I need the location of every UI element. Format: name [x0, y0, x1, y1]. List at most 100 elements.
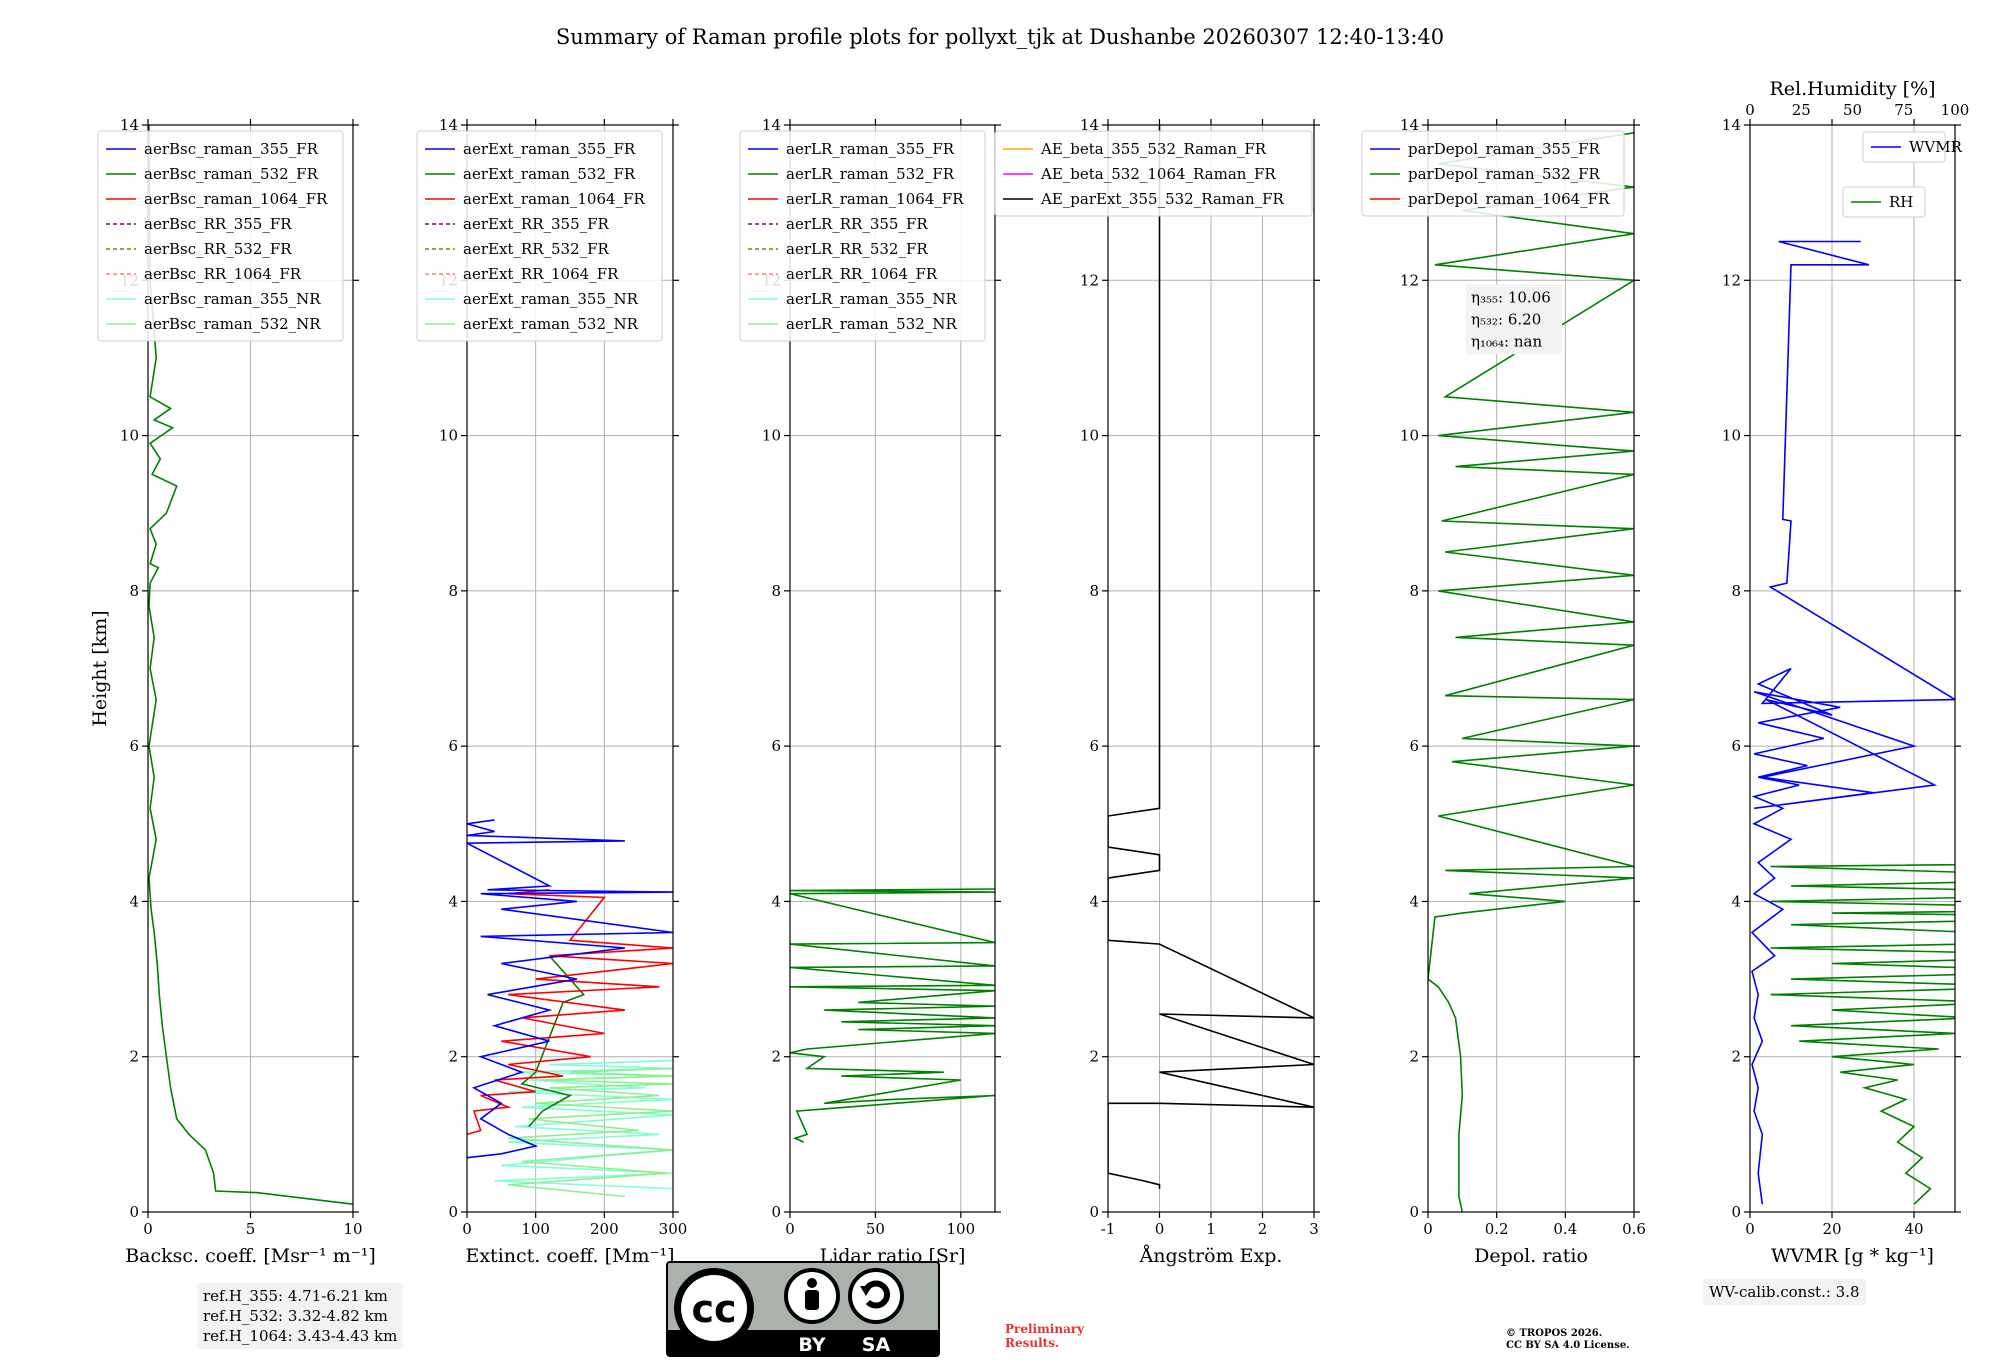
legend-label: aerLR_raman_355_FR: [786, 140, 955, 158]
x2-tick-label: 75: [1894, 101, 1913, 119]
copyright-line-1: © TROPOS 2026.: [1506, 1328, 1603, 1339]
cc-logo-text: cc: [691, 1287, 736, 1331]
legend-label: aerExt_raman_355_FR: [463, 140, 636, 158]
legend-label: parDepol_raman_1064_FR: [1408, 190, 1610, 208]
legend-label: aerExt_RR_355_FR: [463, 215, 610, 233]
y-tick-label: 10: [439, 427, 458, 445]
series-line-aerExt_raman_355_FR: [467, 819, 673, 1159]
series-group: [148, 125, 353, 1205]
legend-frame: [416, 130, 663, 342]
x-axis-label: Backsc. coeff. [Msr⁻¹ m⁻¹]: [125, 1245, 376, 1267]
eta-annotation-line: η₅₃₂: 6.20: [1471, 310, 1541, 328]
legend-label: parDepol_raman_355_FR: [1408, 140, 1601, 158]
x-tick-label: 2: [1258, 1220, 1268, 1238]
legend-label: aerExt_RR_1064_FR: [463, 265, 619, 283]
y-tick-label: 4: [129, 892, 139, 910]
figure-title: Summary of Raman profile plots for polly…: [556, 25, 1444, 49]
y-tick-label: 6: [1409, 737, 1419, 755]
y-tick-label: 0: [129, 1203, 139, 1221]
series-group: [467, 819, 673, 1198]
y-tick-label: 2: [129, 1048, 139, 1066]
legend-label: aerLR_raman_1064_FR: [786, 190, 964, 208]
series-line-aerExt_raman_532_NR: [508, 1067, 673, 1198]
x-tick-label: 0: [143, 1220, 153, 1238]
series-line-parDepol_raman_532_FR: [1428, 132, 1634, 1212]
legend-label: aerBsc_RR_1064_FR: [144, 265, 302, 283]
x-tick-label: 100: [521, 1220, 550, 1238]
axes-frame: [1749, 124, 1956, 1213]
y-tick-label: 2: [448, 1048, 458, 1066]
series-group: [790, 888, 995, 1143]
axes-frame: [789, 124, 996, 1213]
y-tick-label: 4: [448, 892, 458, 910]
legend-label: aerExt_raman_532_FR: [463, 165, 636, 183]
series-line-aerExt_raman_355_NR: [494, 1059, 673, 1190]
y-tick-label: 2: [1409, 1048, 1419, 1066]
x-tick-label: 3: [1309, 1220, 1319, 1238]
legend-frame: [994, 130, 1313, 217]
x-tick-label: 0: [1745, 1220, 1755, 1238]
y-tick-label: 2: [1089, 1048, 1099, 1066]
legend-box-RH: RH: [1842, 186, 1926, 218]
y-tick-label: 6: [448, 737, 458, 755]
x-tick-label: 0: [1423, 1220, 1433, 1238]
x2-tick-label: 0: [1745, 101, 1755, 119]
ref-height-1064: ref.H_1064: 3.43-4.43 km: [203, 1327, 398, 1345]
legend-label: parDepol_raman_532_FR: [1408, 165, 1601, 183]
y-tick-label: 14: [1400, 116, 1419, 134]
x-tick-label: 0.4: [1553, 1220, 1577, 1238]
legend-label: aerLR_raman_532_FR: [786, 165, 955, 183]
y-tick-label: 14: [1722, 116, 1741, 134]
y-tick-label: 14: [439, 116, 458, 134]
y-tick-label: 6: [1731, 737, 1741, 755]
x-tick-label: 200: [590, 1220, 619, 1238]
eta-annotation-box: [1466, 284, 1562, 355]
x2-axis-label: Rel.Humidity [%]: [1769, 78, 1935, 100]
wv-calibration-box: WV-calib.const.: 3.8: [1703, 1279, 1866, 1305]
legend-label: aerExt_raman_355_NR: [463, 290, 639, 308]
series-group: [1750, 240, 1955, 1205]
legend-frame: [1361, 130, 1625, 217]
y-tick-label: 0: [771, 1203, 781, 1221]
preliminary-line-2: Results.: [1005, 1336, 1060, 1350]
x-axis-label: Ångström Exp.: [1139, 1245, 1283, 1267]
eta-annotation-line: η₁₀₆₄: nan: [1471, 332, 1542, 350]
x-tick-label: 40: [1904, 1220, 1923, 1238]
x-axis-label: Extinct. coeff. [Mm⁻¹]: [465, 1245, 674, 1267]
y-tick-label: 8: [448, 582, 458, 600]
copyright-notice: © TROPOS 2026. CC BY SA 4.0 License.: [1506, 1328, 1630, 1352]
y-tick-label: 6: [129, 737, 139, 755]
legend-label: AE_beta_355_532_Raman_FR: [1040, 140, 1267, 158]
x-tick-label: 50: [866, 1220, 885, 1238]
x2-tick-label: 50: [1843, 101, 1862, 119]
legend-label: aerLR_raman_532_NR: [786, 315, 957, 333]
y-tick-label: 6: [1089, 737, 1099, 755]
y-tick-label: 6: [771, 737, 781, 755]
series-line-aerLR_raman_532_FR: [790, 888, 995, 1143]
legend-box-WVMR: WVMR: [1862, 131, 1963, 163]
backscatter-panel: 051002468101214Backsc. coeff. [Msr⁻¹ m⁻¹…: [89, 116, 376, 1267]
x-tick-label: 0: [785, 1220, 795, 1238]
legend-label: aerBsc_raman_532_FR: [144, 165, 319, 183]
lidar-ratio-panel: 05010002468101214Lidar ratio [Sr]aerLR_r…: [739, 116, 1001, 1267]
x-tick-label: 300: [659, 1220, 688, 1238]
ref-height-532: ref.H_532: 3.32-4.82 km: [203, 1307, 388, 1325]
y-tick-label: 8: [1089, 582, 1099, 600]
x-tick-label: 0: [462, 1220, 472, 1238]
y-tick-label: 10: [1722, 427, 1741, 445]
x-tick-label: -1: [1101, 1220, 1116, 1238]
y-tick-label: 8: [1409, 582, 1419, 600]
series-group: [1108, 125, 1314, 1189]
legend-label: aerBsc_raman_1064_FR: [144, 190, 328, 208]
copyright-line-2: CC BY SA 4.0 License.: [1506, 1340, 1630, 1351]
series-line-aerBsc_raman_532_FR: [148, 125, 353, 1205]
legend: aerBsc_raman_355_FR aerBsc_raman_532_FRae…: [97, 130, 344, 342]
y-tick-label: 4: [1089, 892, 1099, 910]
x-axis-label: WVMR [g * kg⁻¹]: [1771, 1245, 1934, 1267]
x-tick-label: 0: [1155, 1220, 1165, 1238]
y-tick-label: 14: [1080, 116, 1099, 134]
y-tick-label: 8: [129, 582, 139, 600]
y-tick-label: 12: [1400, 271, 1419, 289]
y-tick-label: 10: [762, 427, 781, 445]
x-tick-label: 0.6: [1622, 1220, 1646, 1238]
